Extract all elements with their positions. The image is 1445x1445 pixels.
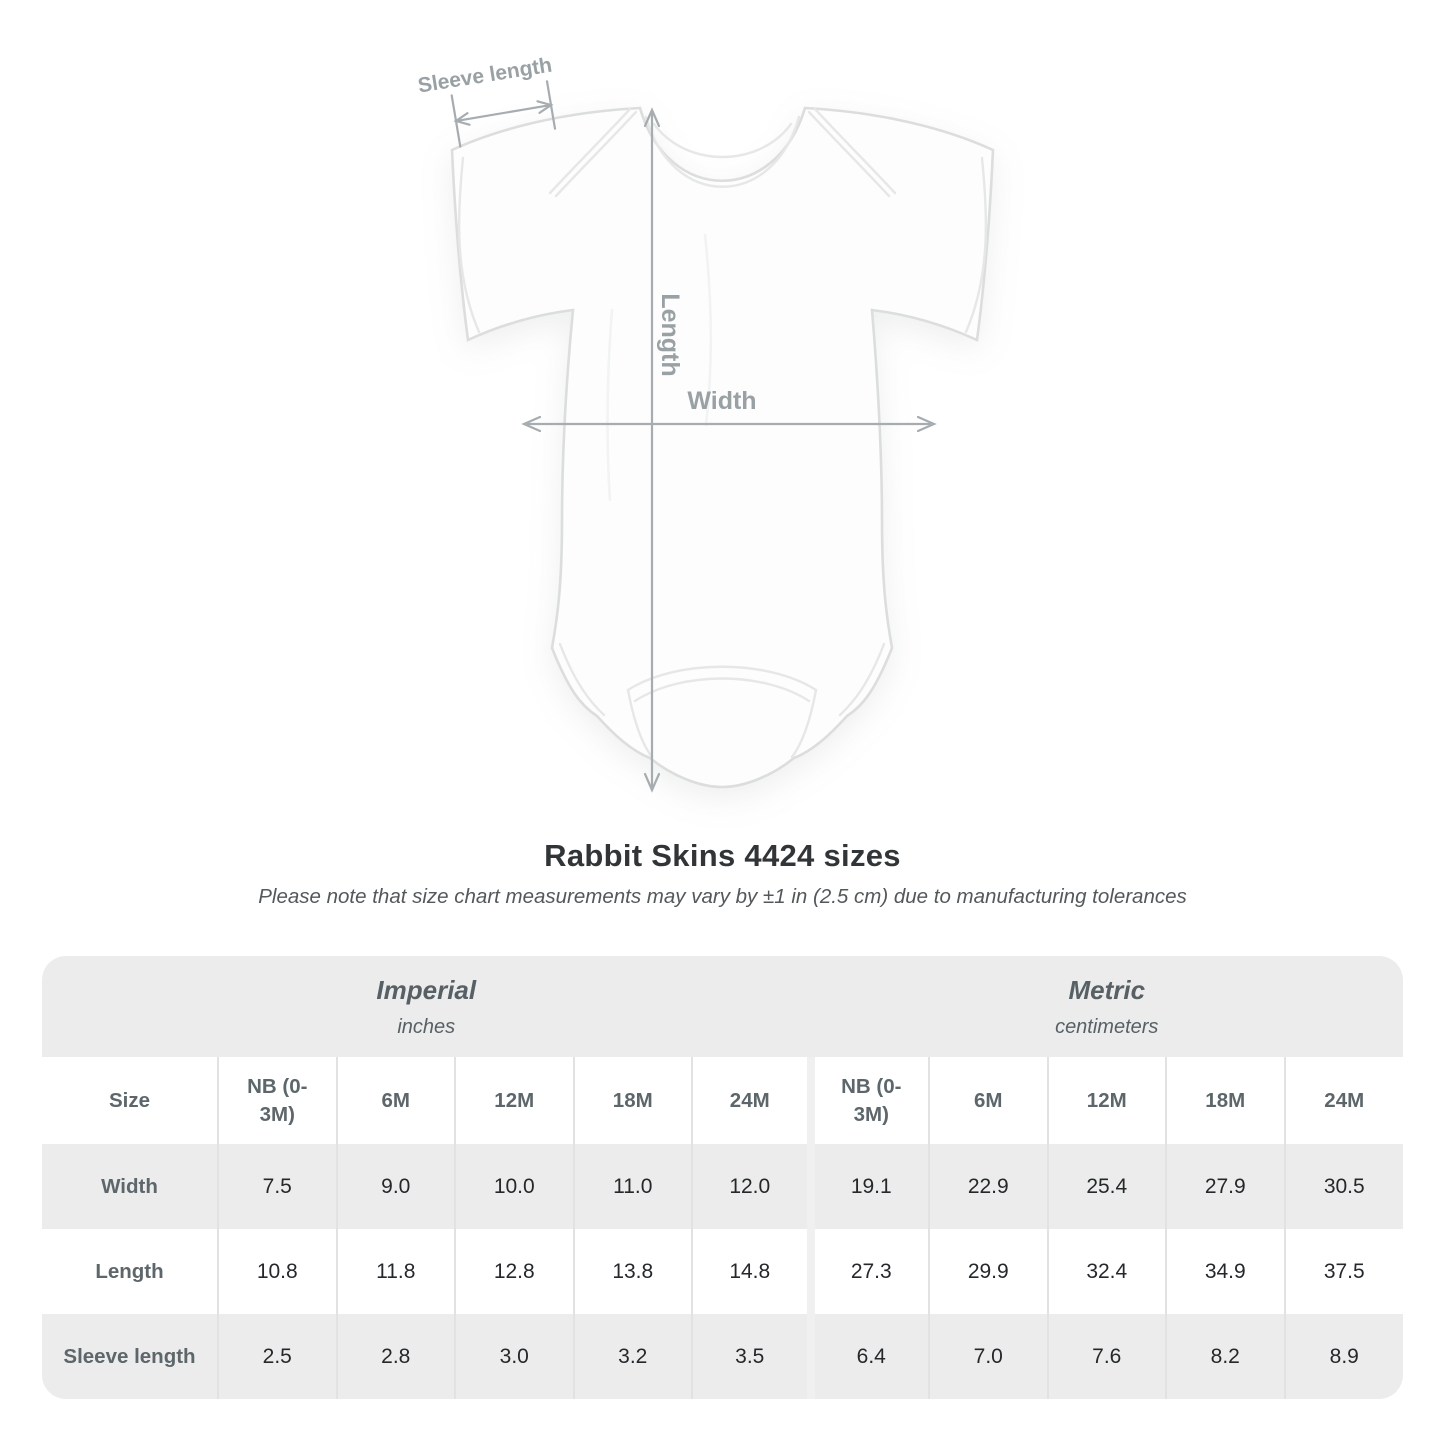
col-metric-18m: 18M — [1165, 1057, 1285, 1144]
table-cell: 8.9 — [1283, 1314, 1403, 1399]
row-label: Width — [101, 1174, 158, 1198]
table-cell: 34.9 — [1165, 1229, 1285, 1314]
col-imperial-18m: 18M — [572, 1057, 692, 1144]
table-cell: 14.8 — [691, 1229, 811, 1314]
width-label: Width — [687, 387, 756, 415]
table-cell: 7.0 — [928, 1314, 1048, 1399]
table-cell: 2.8 — [335, 1314, 455, 1399]
table-cell: 27.3 — [806, 1229, 929, 1314]
table-row-width: Width 7.5 9.0 10.0 11.0 12.0 19.1 22.9 2… — [42, 1144, 1403, 1229]
table-cell: 11.0 — [572, 1144, 692, 1229]
width-arrow — [521, 415, 937, 433]
sleeve-length-arrow — [450, 80, 557, 148]
table-cell: 7.6 — [1046, 1314, 1166, 1399]
imperial-section-title: Imperial — [376, 974, 477, 1005]
metric-section-header: Metric centimeters — [810, 956, 1403, 1057]
table-cell: 22.9 — [928, 1144, 1048, 1229]
table-cell: 9.0 — [335, 1144, 455, 1229]
col-metric-6m: 6M — [928, 1057, 1048, 1144]
table-row-sleeve-length: Sleeve length 2.5 2.8 3.0 3.2 3.5 6.4 7.… — [42, 1314, 1403, 1399]
col-imperial-12m: 12M — [454, 1057, 574, 1144]
table-cell: 37.5 — [1283, 1229, 1403, 1314]
imperial-section-unit: inches — [397, 1015, 456, 1038]
length-label: Length — [656, 293, 684, 376]
table-cell: 12.0 — [691, 1144, 811, 1229]
table-cell: 27.9 — [1165, 1144, 1285, 1229]
bodysuit-diagram: Sleeve length Length Width — [416, 54, 995, 793]
col-imperial-nb: NB (0-3M) — [217, 1057, 337, 1144]
page-title: Rabbit Skins 4424 sizes — [544, 838, 901, 873]
table-cell: 11.8 — [335, 1229, 455, 1314]
bodysuit-seams — [457, 107, 988, 759]
table-cell: 8.2 — [1165, 1314, 1285, 1399]
table-cell: 12.8 — [454, 1229, 574, 1314]
size-corner-label: Size — [42, 1057, 218, 1144]
bodysuit-outline — [450, 106, 995, 789]
table-row-length: Length 10.8 11.8 12.8 13.8 14.8 27.3 29.… — [42, 1229, 1403, 1314]
units-header-row: Imperial inches Metric centimeters — [42, 956, 1403, 1057]
size-columns-row: Size NB (0-3M) 6M 12M 18M 24M NB (0-3M) … — [42, 1057, 1403, 1144]
row-label: Sleeve length — [63, 1344, 196, 1368]
col-imperial-24m: 24M — [691, 1057, 811, 1144]
table-cell: 25.4 — [1046, 1144, 1166, 1229]
size-table-grid: Imperial inches Metric centimeters Size … — [42, 956, 1403, 1399]
col-metric-24m: 24M — [1283, 1057, 1403, 1144]
metric-section-unit: centimeters — [1055, 1015, 1159, 1038]
length-arrow — [643, 107, 661, 793]
page-subtitle: Please note that size chart measurements… — [258, 885, 1187, 908]
table-cell: 6.4 — [806, 1314, 929, 1399]
table-cell: 10.8 — [217, 1229, 337, 1314]
table-cell: 30.5 — [1283, 1144, 1403, 1229]
col-imperial-6m: 6M — [335, 1057, 455, 1144]
metric-section-title: Metric — [1068, 974, 1146, 1005]
size-table: Imperial inches Metric centimeters Size … — [42, 956, 1403, 1399]
table-cell: 19.1 — [806, 1144, 929, 1229]
table-cell: 13.8 — [572, 1229, 692, 1314]
col-metric-12m: 12M — [1046, 1057, 1166, 1144]
table-cell: 3.0 — [454, 1314, 574, 1399]
table-cell: 3.5 — [691, 1314, 811, 1399]
table-cell: 3.2 — [572, 1314, 692, 1399]
table-cell: 10.0 — [454, 1144, 574, 1229]
col-metric-nb: NB (0-3M) — [806, 1057, 929, 1144]
bodysuit-illustration: Sleeve length Length Width — [416, 54, 995, 793]
table-cell: 29.9 — [928, 1229, 1048, 1314]
row-label: Length — [95, 1259, 164, 1283]
sleeve-length-label: Sleeve length — [416, 54, 553, 98]
table-cell: 2.5 — [217, 1314, 337, 1399]
table-cell: 7.5 — [217, 1144, 337, 1229]
table-cell: 32.4 — [1046, 1229, 1166, 1314]
imperial-section-header: Imperial inches — [42, 956, 811, 1057]
